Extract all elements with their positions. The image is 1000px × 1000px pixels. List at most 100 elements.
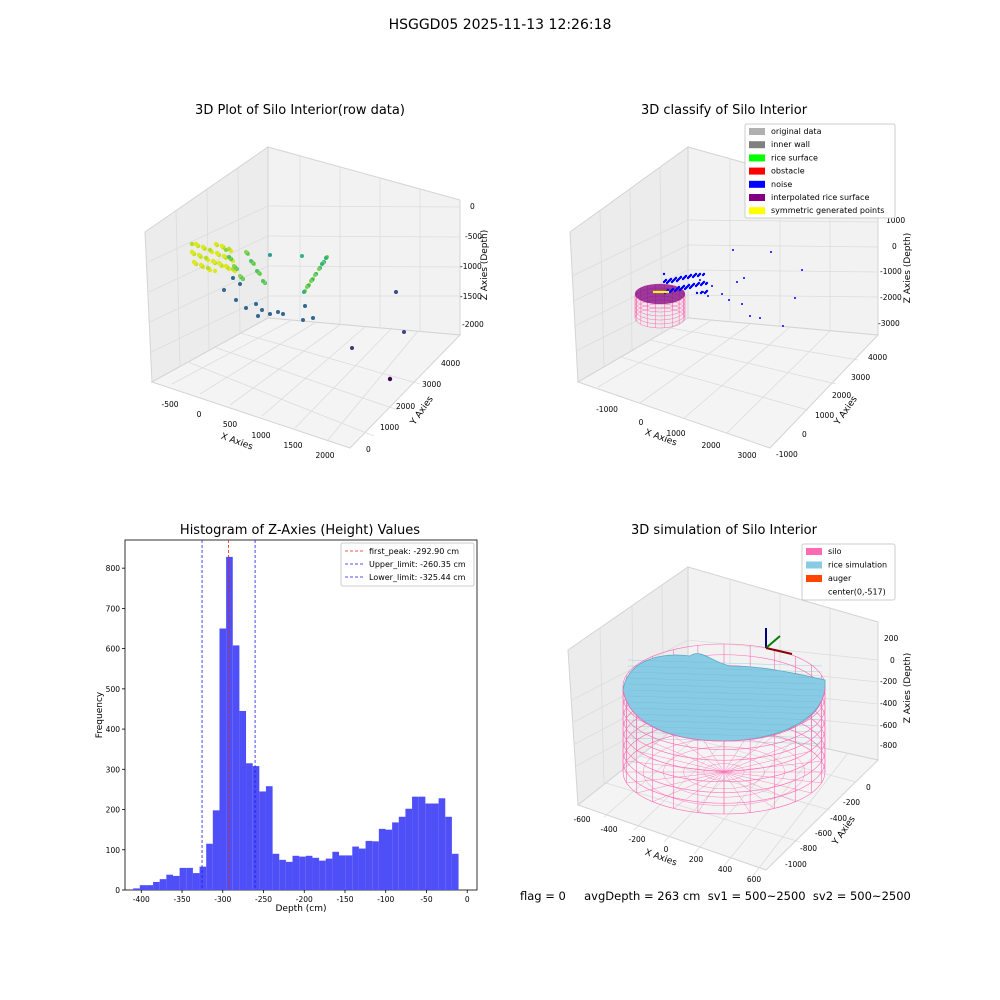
- hist-bar: [272, 853, 280, 890]
- p2-ytick: 0: [802, 430, 807, 439]
- legend-label: original data: [771, 127, 822, 136]
- rice-mesh-line: [627, 719, 823, 727]
- hist-ytick-label: 0: [115, 886, 120, 895]
- rice-mesh-line: [627, 701, 823, 709]
- hist-bar: [246, 763, 253, 890]
- hist-bar: [451, 853, 459, 890]
- noise-point: [702, 280, 706, 284]
- symmetric-point: [664, 290, 668, 294]
- rice-mesh-line: [627, 677, 823, 685]
- p4-ztick: -600: [880, 721, 897, 730]
- rice-mesh-line: [627, 683, 823, 691]
- p1-point: [222, 288, 226, 292]
- hist-bar: [398, 816, 406, 890]
- p1-point: [324, 256, 328, 260]
- noise-point: [662, 272, 666, 276]
- p2-xtick: 1000: [666, 429, 685, 438]
- hist-ytick-label: 500: [106, 685, 121, 694]
- noise-point: [682, 284, 686, 288]
- hist-bar: [438, 798, 446, 890]
- silo-floor-ring: [703, 763, 745, 781]
- legend-swatch: [806, 548, 822, 555]
- p1-floor-pane: [150, 317, 462, 449]
- legend-swatch: [749, 128, 765, 135]
- hist-bar: [312, 857, 320, 890]
- hist-bar: [285, 861, 293, 890]
- silo-floor-spoke: [723, 771, 775, 809]
- p1-point: [212, 268, 218, 274]
- p4-ztick: -800: [880, 741, 897, 750]
- p1-xtick: -500: [161, 400, 178, 409]
- p1-point: [268, 253, 272, 257]
- p1-point: [305, 285, 309, 289]
- silo-floor-spoke: [723, 771, 822, 784]
- p4-xtick: -600: [573, 815, 590, 824]
- hist-bar: [259, 791, 266, 890]
- hist-bar: [319, 860, 326, 890]
- rice-mesh-line: [627, 689, 823, 697]
- hist-ytick-label: 800: [106, 564, 121, 573]
- p1-point: [320, 262, 324, 266]
- p4-xtick: 600: [747, 875, 762, 884]
- p1-point: [387, 376, 393, 382]
- silo-floor-spoke: [626, 760, 725, 773]
- p1-point: [317, 267, 321, 271]
- p1-point: [311, 316, 315, 320]
- noise-point: [692, 282, 696, 286]
- hist-bar: [392, 822, 399, 890]
- silo-floor-spoke: [723, 771, 796, 802]
- p2-point-cloud: [652, 249, 803, 327]
- plot1-axes-3d: -500 0 500 1000 1500 2000 0 1000 2000 30…: [144, 146, 490, 460]
- noise-point: [705, 281, 709, 285]
- p1-point: [261, 279, 265, 283]
- p1-point: [216, 260, 222, 266]
- legend-label: interpolated rice surface: [771, 193, 869, 202]
- p2-legend: original data inner wall rice surface obsta…: [744, 123, 896, 219]
- silo-floor-spoke: [723, 771, 812, 794]
- p1-point: [276, 310, 280, 314]
- noise-point: [666, 288, 670, 292]
- noise-point: [728, 299, 730, 301]
- noise-point: [697, 281, 701, 285]
- legend-label: rice surface: [771, 153, 818, 162]
- plot2-title: 3D classify of Silo Interior: [640, 103, 808, 118]
- silo-floor-spoke: [626, 771, 725, 784]
- silo-floor-spoke: [723, 735, 775, 773]
- hist-bar: [166, 874, 173, 890]
- hist-xtick-label: -100: [377, 895, 394, 904]
- p2-zlabel: Z Axies (Depth): [903, 233, 913, 304]
- p2-ytick: 1000: [815, 411, 834, 420]
- p2-ztick: -1000: [880, 267, 902, 276]
- p1-point: [268, 312, 272, 316]
- p1-point: [232, 264, 236, 268]
- hist-bar: [412, 796, 419, 890]
- legend-swatch: [749, 167, 765, 175]
- rice-mesh-line: [627, 713, 823, 721]
- hist-bar: [179, 867, 187, 890]
- hist-xtick-label: -50: [420, 895, 432, 904]
- p1-point: [193, 241, 199, 247]
- p4-xtick: 400: [718, 865, 733, 874]
- p4-ytick: -200: [843, 798, 860, 807]
- silo-floor-spoke: [723, 760, 822, 773]
- p2-xtick: -1000: [596, 405, 618, 414]
- legend-swatch: [806, 575, 822, 582]
- symmetric-point: [662, 290, 666, 294]
- silo-floor-spoke: [673, 771, 725, 809]
- hist-xtick-label: -250: [255, 895, 272, 904]
- p4-ytick: -400: [830, 814, 847, 823]
- silo-floor-spoke: [636, 750, 725, 773]
- p1-point: [254, 302, 258, 306]
- p4-silo-wireframe: [622, 643, 826, 815]
- hist-legend-label: Upper_limit: -260.35 cm: [369, 560, 466, 569]
- p1-point: [219, 243, 225, 249]
- hist-bar: [325, 858, 333, 890]
- p1-point: [281, 312, 285, 316]
- hist-bar: [418, 796, 426, 890]
- rice-mesh-line: [627, 725, 823, 733]
- hist-bar: [146, 885, 154, 890]
- hist-bar: [445, 816, 452, 890]
- hist-ylabel: Frequency: [95, 691, 105, 738]
- silo-floor-spoke: [723, 742, 796, 773]
- hist-bar: [358, 848, 366, 890]
